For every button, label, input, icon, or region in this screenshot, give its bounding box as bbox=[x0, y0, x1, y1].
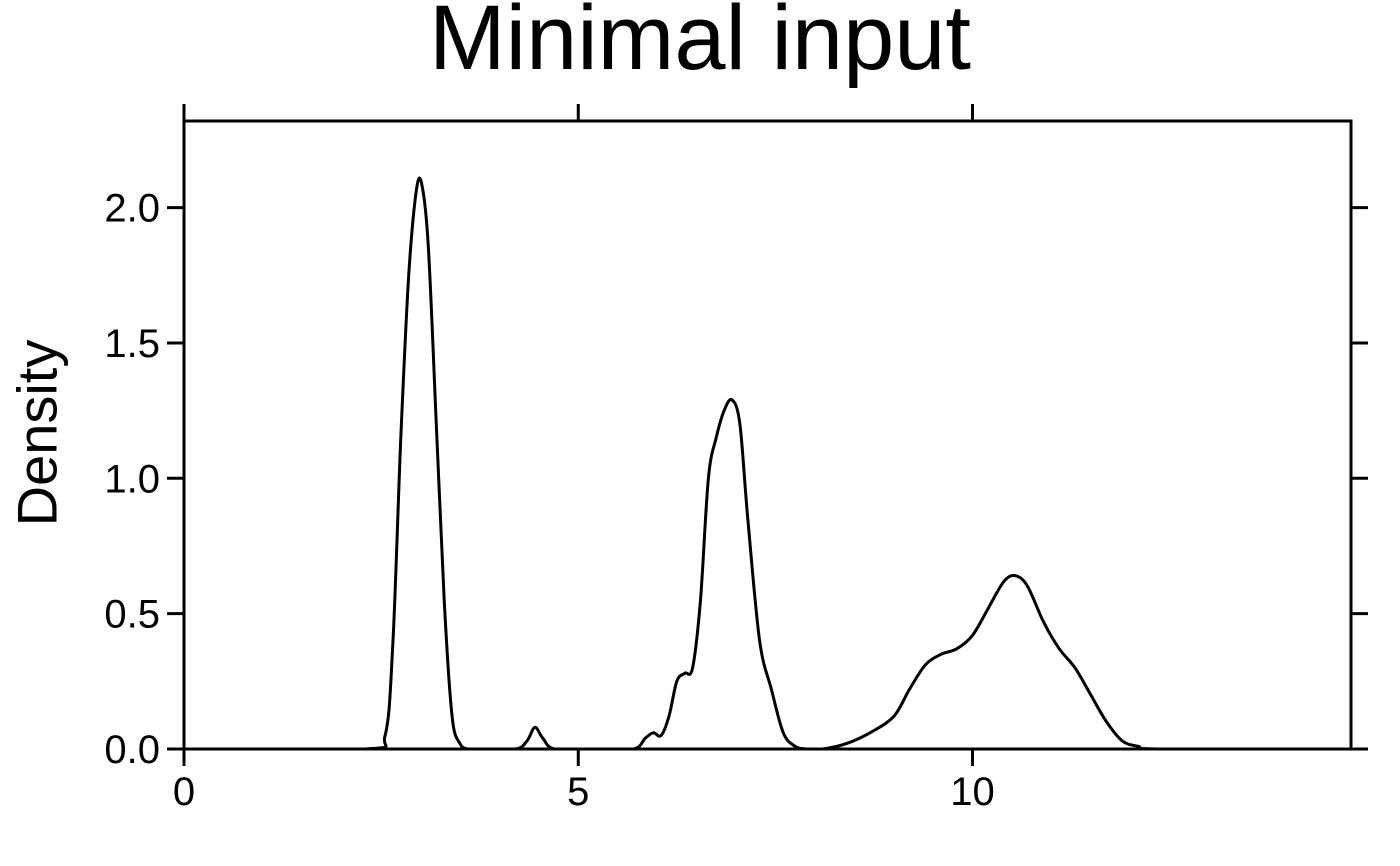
y-tick-label: 0.5 bbox=[104, 593, 160, 637]
series-layer bbox=[183, 176, 1351, 751]
x-tick-label: 0 bbox=[173, 770, 195, 814]
chart-title: Minimal input bbox=[429, 0, 971, 89]
axes-layer: 0 5 10 0.0 0.5 1.0 1.5 2.0 bbox=[104, 104, 1368, 814]
x-tick-label: 5 bbox=[567, 770, 589, 814]
y-tick-label: 0.0 bbox=[104, 728, 160, 772]
y-tick-label: 2.0 bbox=[104, 187, 160, 231]
y-tick-label: 1.0 bbox=[104, 457, 160, 501]
x-tick-label: 10 bbox=[950, 770, 995, 814]
y-tick-label: 1.5 bbox=[104, 322, 160, 366]
density-curve bbox=[183, 176, 1351, 751]
plot-frame bbox=[182, 119, 1353, 751]
